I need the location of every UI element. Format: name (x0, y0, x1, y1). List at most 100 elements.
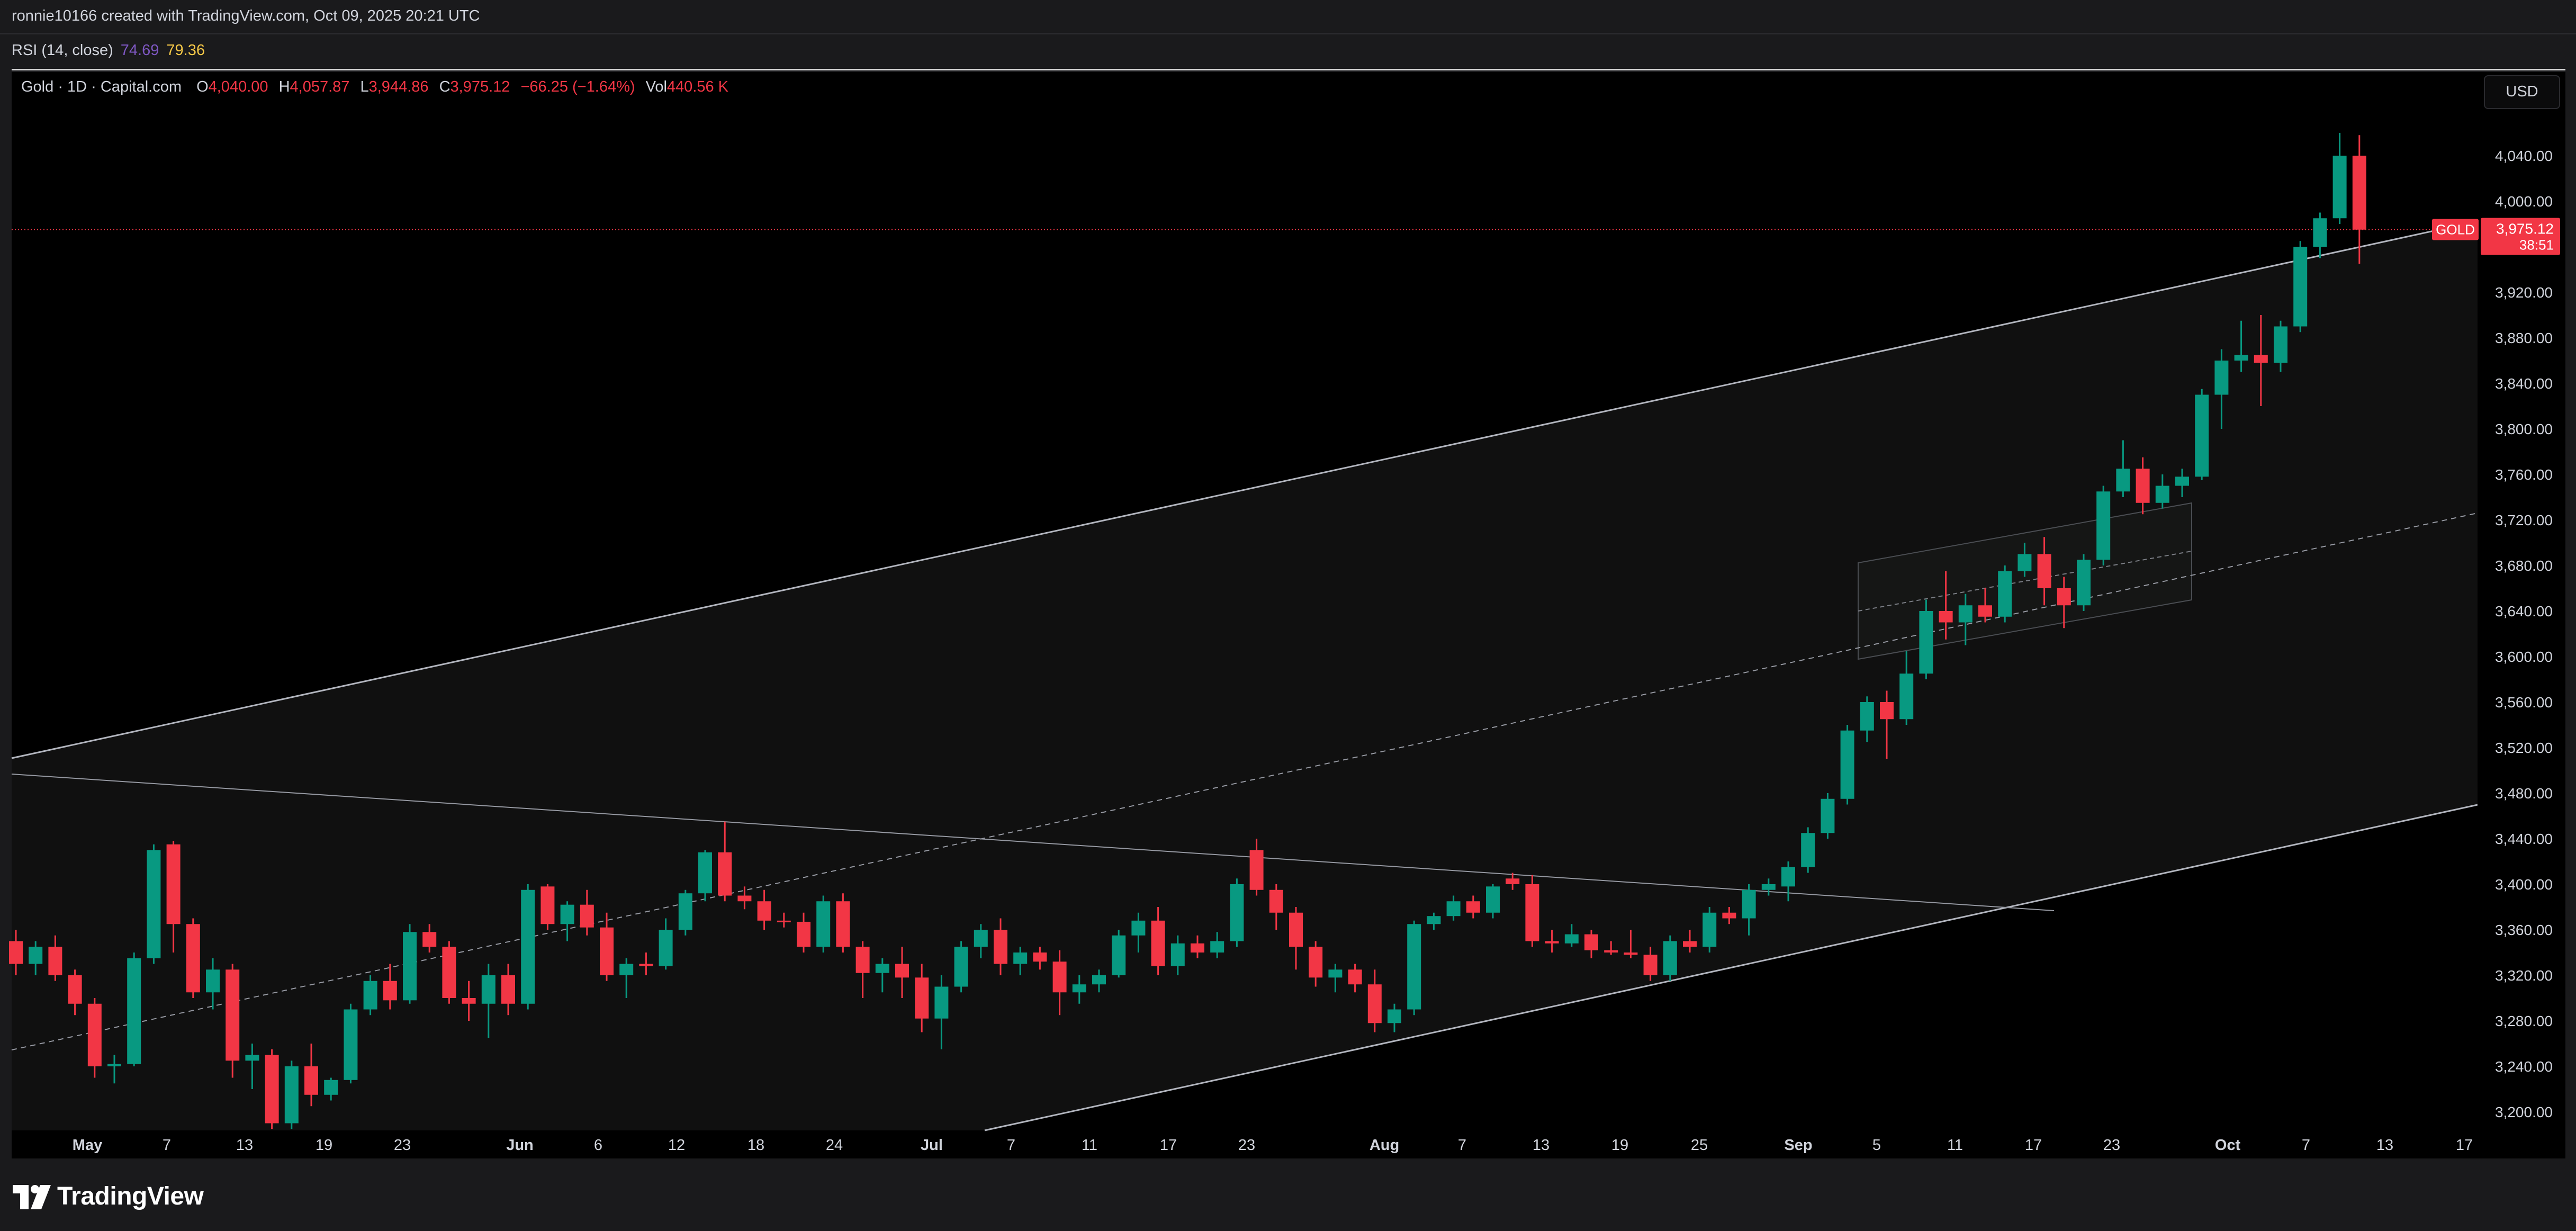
candle (1112, 930, 1126, 978)
candle (1210, 932, 1224, 958)
candle (2017, 543, 2032, 577)
candle (1624, 930, 1638, 958)
x-tick-label: 13 (236, 1137, 253, 1154)
candle-body (1269, 889, 1283, 913)
candle (1367, 969, 1382, 1032)
candle-body (2096, 491, 2111, 560)
candle-body (1013, 953, 1028, 964)
candle-body (1131, 920, 1146, 936)
candle-body (1210, 941, 1224, 953)
price-chart[interactable]: 3,200.00 3,240.00 3,280.00 3,320.00 3,360.00… (0, 0, 2576, 1158)
y-tick-label: 3,600.00 (2495, 649, 2553, 665)
candle-body (1525, 884, 1539, 941)
x-tick-label: Jun (506, 1137, 534, 1154)
candle (1191, 935, 1204, 958)
candle (2077, 554, 2091, 611)
y-tick-label: 3,800.00 (2495, 421, 2553, 437)
candle (2195, 389, 2209, 480)
candle-body (1545, 941, 1559, 944)
candle (836, 893, 850, 953)
candle (1919, 599, 1933, 679)
candle-body (2332, 156, 2347, 219)
currency-button[interactable]: USD (2484, 75, 2560, 109)
candle (698, 850, 712, 902)
candle-body (206, 969, 220, 993)
candle-body (698, 852, 712, 894)
candle (855, 941, 870, 998)
candle-body (2214, 361, 2229, 395)
candle-body (915, 977, 929, 1019)
candle-body (422, 932, 437, 947)
price-tag-value: 3,975.12 (2496, 220, 2554, 237)
x-tick-label: 23 (2103, 1137, 2120, 1154)
candle-body (87, 1003, 102, 1066)
x-tick-label: Aug (1370, 1137, 1399, 1154)
candle (481, 964, 496, 1038)
candle (1545, 930, 1559, 953)
symbol-name[interactable]: Gold · 1D · Capital.com (21, 78, 182, 95)
price-tag-bg (2481, 218, 2560, 255)
candle (1013, 947, 1028, 975)
rsi-value-2: 79.36 (166, 42, 205, 59)
close-key: C (439, 78, 451, 95)
candle (974, 924, 988, 958)
x-tick-label: 17 (1160, 1137, 1177, 1154)
candle (915, 964, 929, 1032)
change-value: −66.25 (−1.64%) (520, 78, 635, 95)
y-tick-label: 3,240.00 (2495, 1058, 2553, 1075)
candle-body (1703, 912, 1717, 947)
candle (541, 884, 555, 930)
candle-body (481, 975, 496, 1004)
candle (2096, 486, 2111, 565)
candle (265, 1049, 279, 1129)
channel-upper-line (11, 220, 2478, 759)
candle (1643, 947, 1658, 981)
x-tick-label: 25 (1691, 1137, 1708, 1154)
candle-body (1761, 884, 1776, 890)
channel-mid-line (11, 513, 2478, 1050)
candle-body (1446, 901, 1461, 916)
candle-body (1289, 912, 1303, 947)
close-value: 3,975.12 (450, 78, 510, 95)
price-tag-countdown: 38:51 (2519, 237, 2554, 253)
candle (1860, 696, 1874, 742)
candle (757, 889, 771, 930)
y-tick-label: 3,320.00 (2495, 967, 2553, 984)
candle (659, 918, 673, 970)
candle (816, 895, 831, 953)
symbol-tag-bg (2432, 219, 2479, 240)
rsi-label[interactable]: RSI (14, close) (12, 42, 113, 59)
candle-body (1092, 975, 1106, 985)
candle (895, 947, 909, 998)
candle-body (147, 850, 161, 958)
tradingview-logo-icon (13, 1185, 51, 1209)
candle-body (166, 844, 181, 924)
candle-body (304, 1066, 318, 1095)
candle (875, 958, 889, 993)
top-bar: ronnie10166 created with TradingView.com… (0, 0, 2576, 34)
candle-body (29, 947, 43, 964)
candle (501, 964, 515, 1016)
candle-body (836, 901, 850, 947)
candle (639, 953, 653, 975)
candle (206, 958, 220, 1010)
candle (1230, 878, 1244, 947)
candle-body (541, 886, 555, 924)
high-value: 4,057.87 (290, 78, 350, 95)
x-tick-label: Jul (921, 1137, 943, 1154)
candle-body (1151, 920, 1165, 966)
candle (2214, 349, 2229, 429)
candle-body (2195, 394, 2209, 477)
tradingview-brand: TradingView (57, 1182, 204, 1210)
candle (737, 886, 752, 910)
y-tick-label: 3,680.00 (2495, 558, 2553, 574)
candle-body (521, 889, 535, 1004)
candle-body (1170, 943, 1185, 966)
candle (462, 981, 476, 1021)
candle (1407, 920, 1421, 1016)
candle-body (994, 930, 1007, 964)
candle-body (1860, 702, 1874, 731)
candle (797, 912, 810, 953)
candle (1978, 588, 1992, 623)
